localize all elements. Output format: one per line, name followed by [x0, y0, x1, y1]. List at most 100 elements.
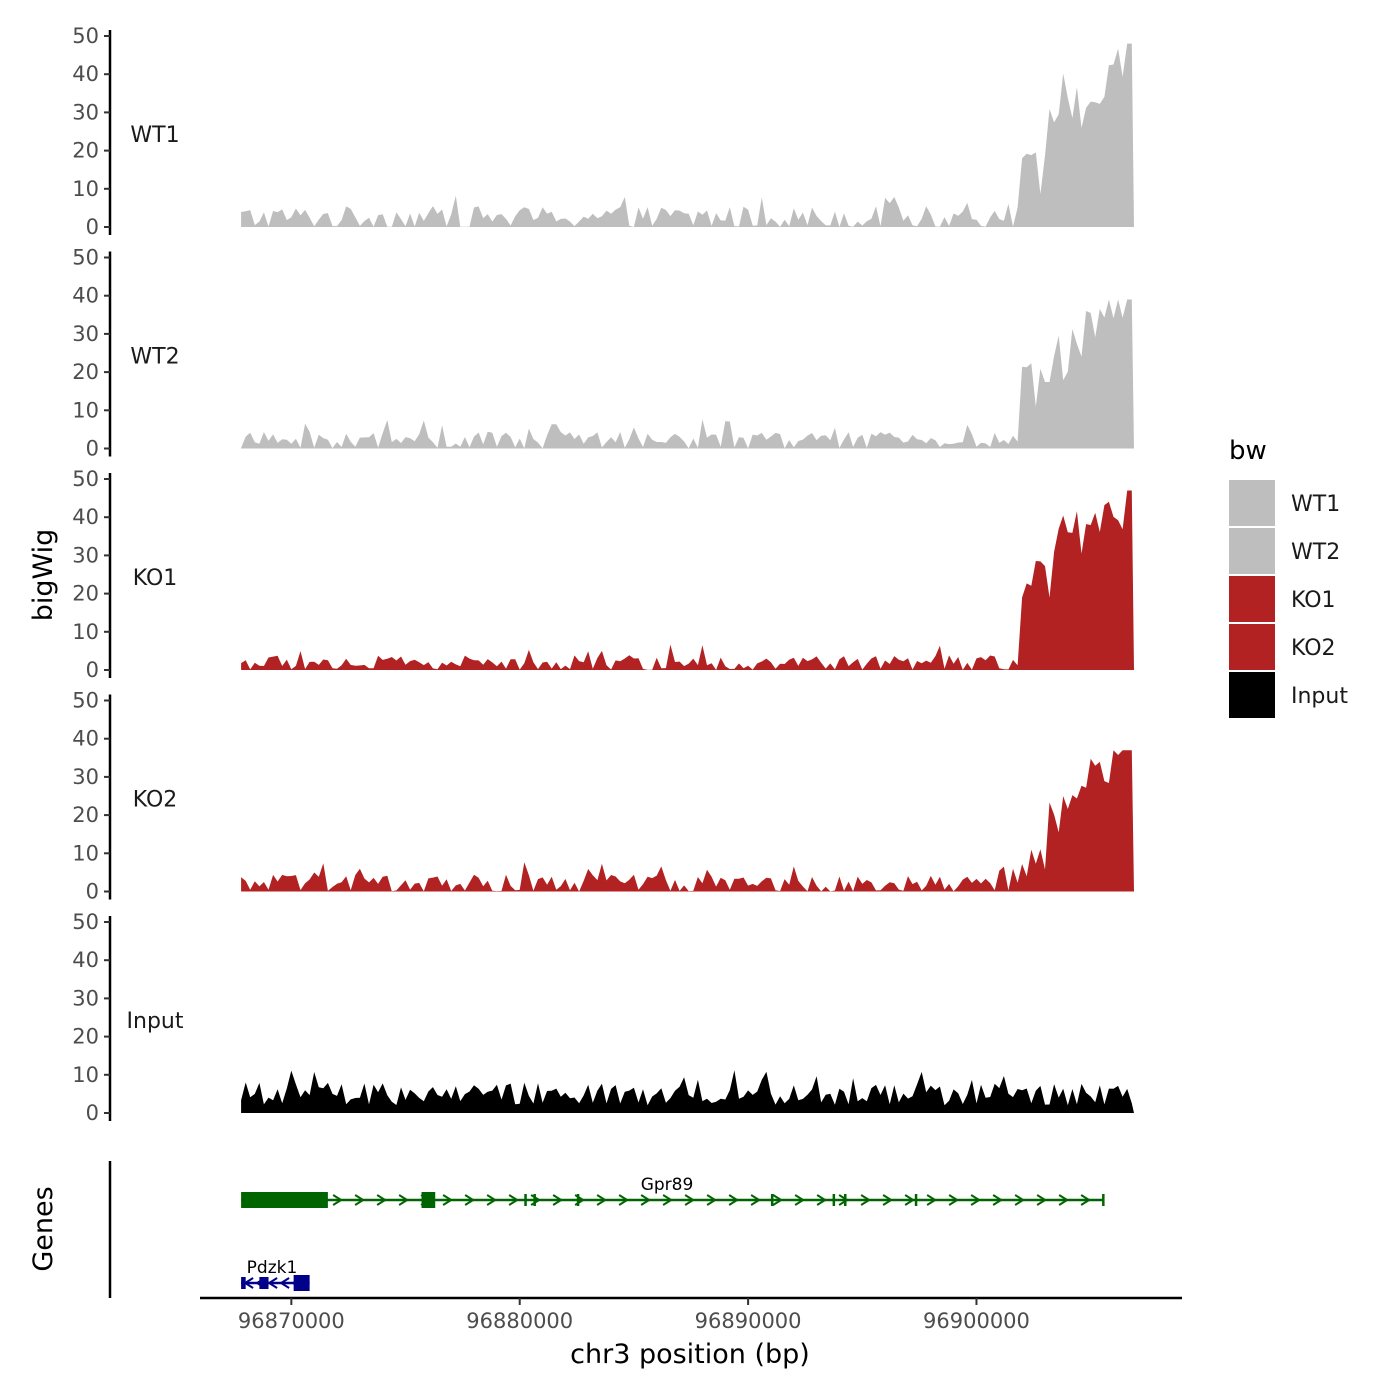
strand-chevron: [728, 1194, 739, 1206]
strand-chevron: [772, 1194, 783, 1206]
signal-area: [241, 1070, 1135, 1113]
y-tick-label: 0: [86, 215, 99, 239]
signal-area: [241, 490, 1135, 670]
track-label: KO2: [133, 788, 178, 813]
y-tick-label: 50: [72, 246, 99, 270]
legend-label: KO1: [1291, 588, 1336, 613]
y-tick-label: 20: [72, 139, 99, 163]
x-tick-label: 96890000: [695, 1309, 802, 1333]
strand-chevron: [1080, 1194, 1091, 1206]
y-tick-label: 0: [86, 437, 99, 461]
legend-swatch: [1229, 480, 1275, 526]
y-tick-label: 20: [72, 582, 99, 606]
track-label: WT1: [130, 123, 179, 148]
y-tick-label: 20: [72, 1025, 99, 1049]
strand-chevron: [354, 1194, 365, 1206]
strand-chevron: [794, 1194, 805, 1206]
x-tick-label: 96870000: [238, 1309, 345, 1333]
y-tick-label: 40: [72, 727, 99, 751]
exon: [259, 1277, 269, 1289]
y-tick-label: 30: [72, 100, 99, 124]
x-axis-title: chr3 position (bp): [570, 1339, 810, 1370]
bigwig-tracks: 0 10 20 30 40 50 WT1 0 10 20 30 40 50 WT2 0 10 20 30 40 50 K…: [72, 24, 1135, 1125]
y-tick-label: 30: [72, 765, 99, 789]
signal-area: [241, 43, 1135, 227]
strand-chevron: [816, 1194, 827, 1206]
strand-chevron: [838, 1194, 849, 1206]
strand-chevron: [398, 1194, 409, 1206]
gene-gpr89: Gpr89: [241, 1175, 1105, 1208]
y-tick-label: 10: [72, 841, 99, 865]
strand-chevron: [926, 1194, 937, 1206]
y-tick-label: 20: [72, 803, 99, 827]
exon: [770, 1194, 774, 1206]
legend-label: Input: [1291, 684, 1348, 709]
exon: [293, 1275, 310, 1291]
strand-chevron: [750, 1194, 761, 1206]
y-tick-label: 50: [72, 689, 99, 713]
x-tick-label: 96880000: [466, 1309, 573, 1333]
y-axis-title: bigWig: [28, 529, 59, 622]
strand-chevron: [618, 1194, 629, 1206]
y-tick-label: 10: [72, 620, 99, 644]
y-tick-label: 40: [72, 948, 99, 972]
y-tick-label: 0: [86, 658, 99, 682]
exon: [421, 1192, 436, 1208]
x-axis: 96870000 96880000 96890000 96900000: [200, 1296, 1182, 1333]
y-tick-label: 40: [72, 62, 99, 86]
strand-chevron: [486, 1194, 497, 1206]
y-tick-label: 50: [72, 910, 99, 934]
y-tick-label: 0: [86, 880, 99, 904]
y-tick-label: 50: [72, 24, 99, 48]
gene-pdzk1: Pdzk1: [241, 1258, 310, 1291]
exon: [914, 1194, 918, 1206]
exon: [832, 1194, 836, 1206]
strand-chevron: [1058, 1194, 1069, 1206]
y-tick-label: 0: [86, 1101, 99, 1125]
y-tick-label: 10: [72, 1063, 99, 1087]
legend-swatch: [1229, 576, 1275, 622]
strand-chevron: [332, 1194, 343, 1206]
y-tick-label: 20: [72, 360, 99, 384]
track-label: Input: [127, 1009, 184, 1034]
exon: [576, 1194, 580, 1206]
y-tick-label: 30: [72, 543, 99, 567]
strand-chevron: [948, 1194, 959, 1206]
exon: [524, 1194, 527, 1206]
strand-chevron: [706, 1194, 717, 1206]
track-wt2: 0 10 20 30 40 50 WT2: [72, 246, 1135, 461]
legend-swatch: [1229, 528, 1275, 574]
y-tick-label: 30: [72, 986, 99, 1010]
strand-chevron: [279, 1277, 290, 1289]
strand-chevron: [1014, 1194, 1025, 1206]
strand-chevron: [1036, 1194, 1047, 1206]
legend-swatch: [1229, 672, 1275, 718]
strand-chevron: [596, 1194, 607, 1206]
strand-chevron: [464, 1194, 475, 1206]
signal-area: [241, 299, 1135, 449]
legend-label: WT1: [1291, 492, 1340, 517]
strand-chevron: [662, 1194, 673, 1206]
track-ko1: 0 10 20 30 40 50 KO1: [72, 467, 1135, 682]
strand-chevron: [860, 1194, 871, 1206]
strand-chevron: [552, 1194, 563, 1206]
legend-swatch: [1229, 624, 1275, 670]
x-tick-label: 96900000: [923, 1309, 1030, 1333]
strand-chevron: [882, 1194, 893, 1206]
strand-chevron: [442, 1194, 453, 1206]
legend-title: bw: [1229, 436, 1267, 466]
y-tick-label: 30: [72, 322, 99, 346]
y-tick-label: 10: [72, 398, 99, 422]
y-tick-label: 40: [72, 284, 99, 308]
track-label: WT2: [130, 345, 179, 370]
exon: [241, 1192, 328, 1208]
exon: [241, 1277, 246, 1289]
genes-axis-title: Genes: [28, 1186, 59, 1271]
track-wt1: 0 10 20 30 40 50 WT1: [72, 24, 1135, 239]
strand-chevron: [640, 1194, 651, 1206]
legend-label: WT2: [1291, 540, 1340, 565]
gene-track: Gpr89 Pdzk1: [108, 1161, 1105, 1298]
gene-label: Gpr89: [641, 1175, 694, 1195]
strand-chevron: [267, 1277, 278, 1289]
